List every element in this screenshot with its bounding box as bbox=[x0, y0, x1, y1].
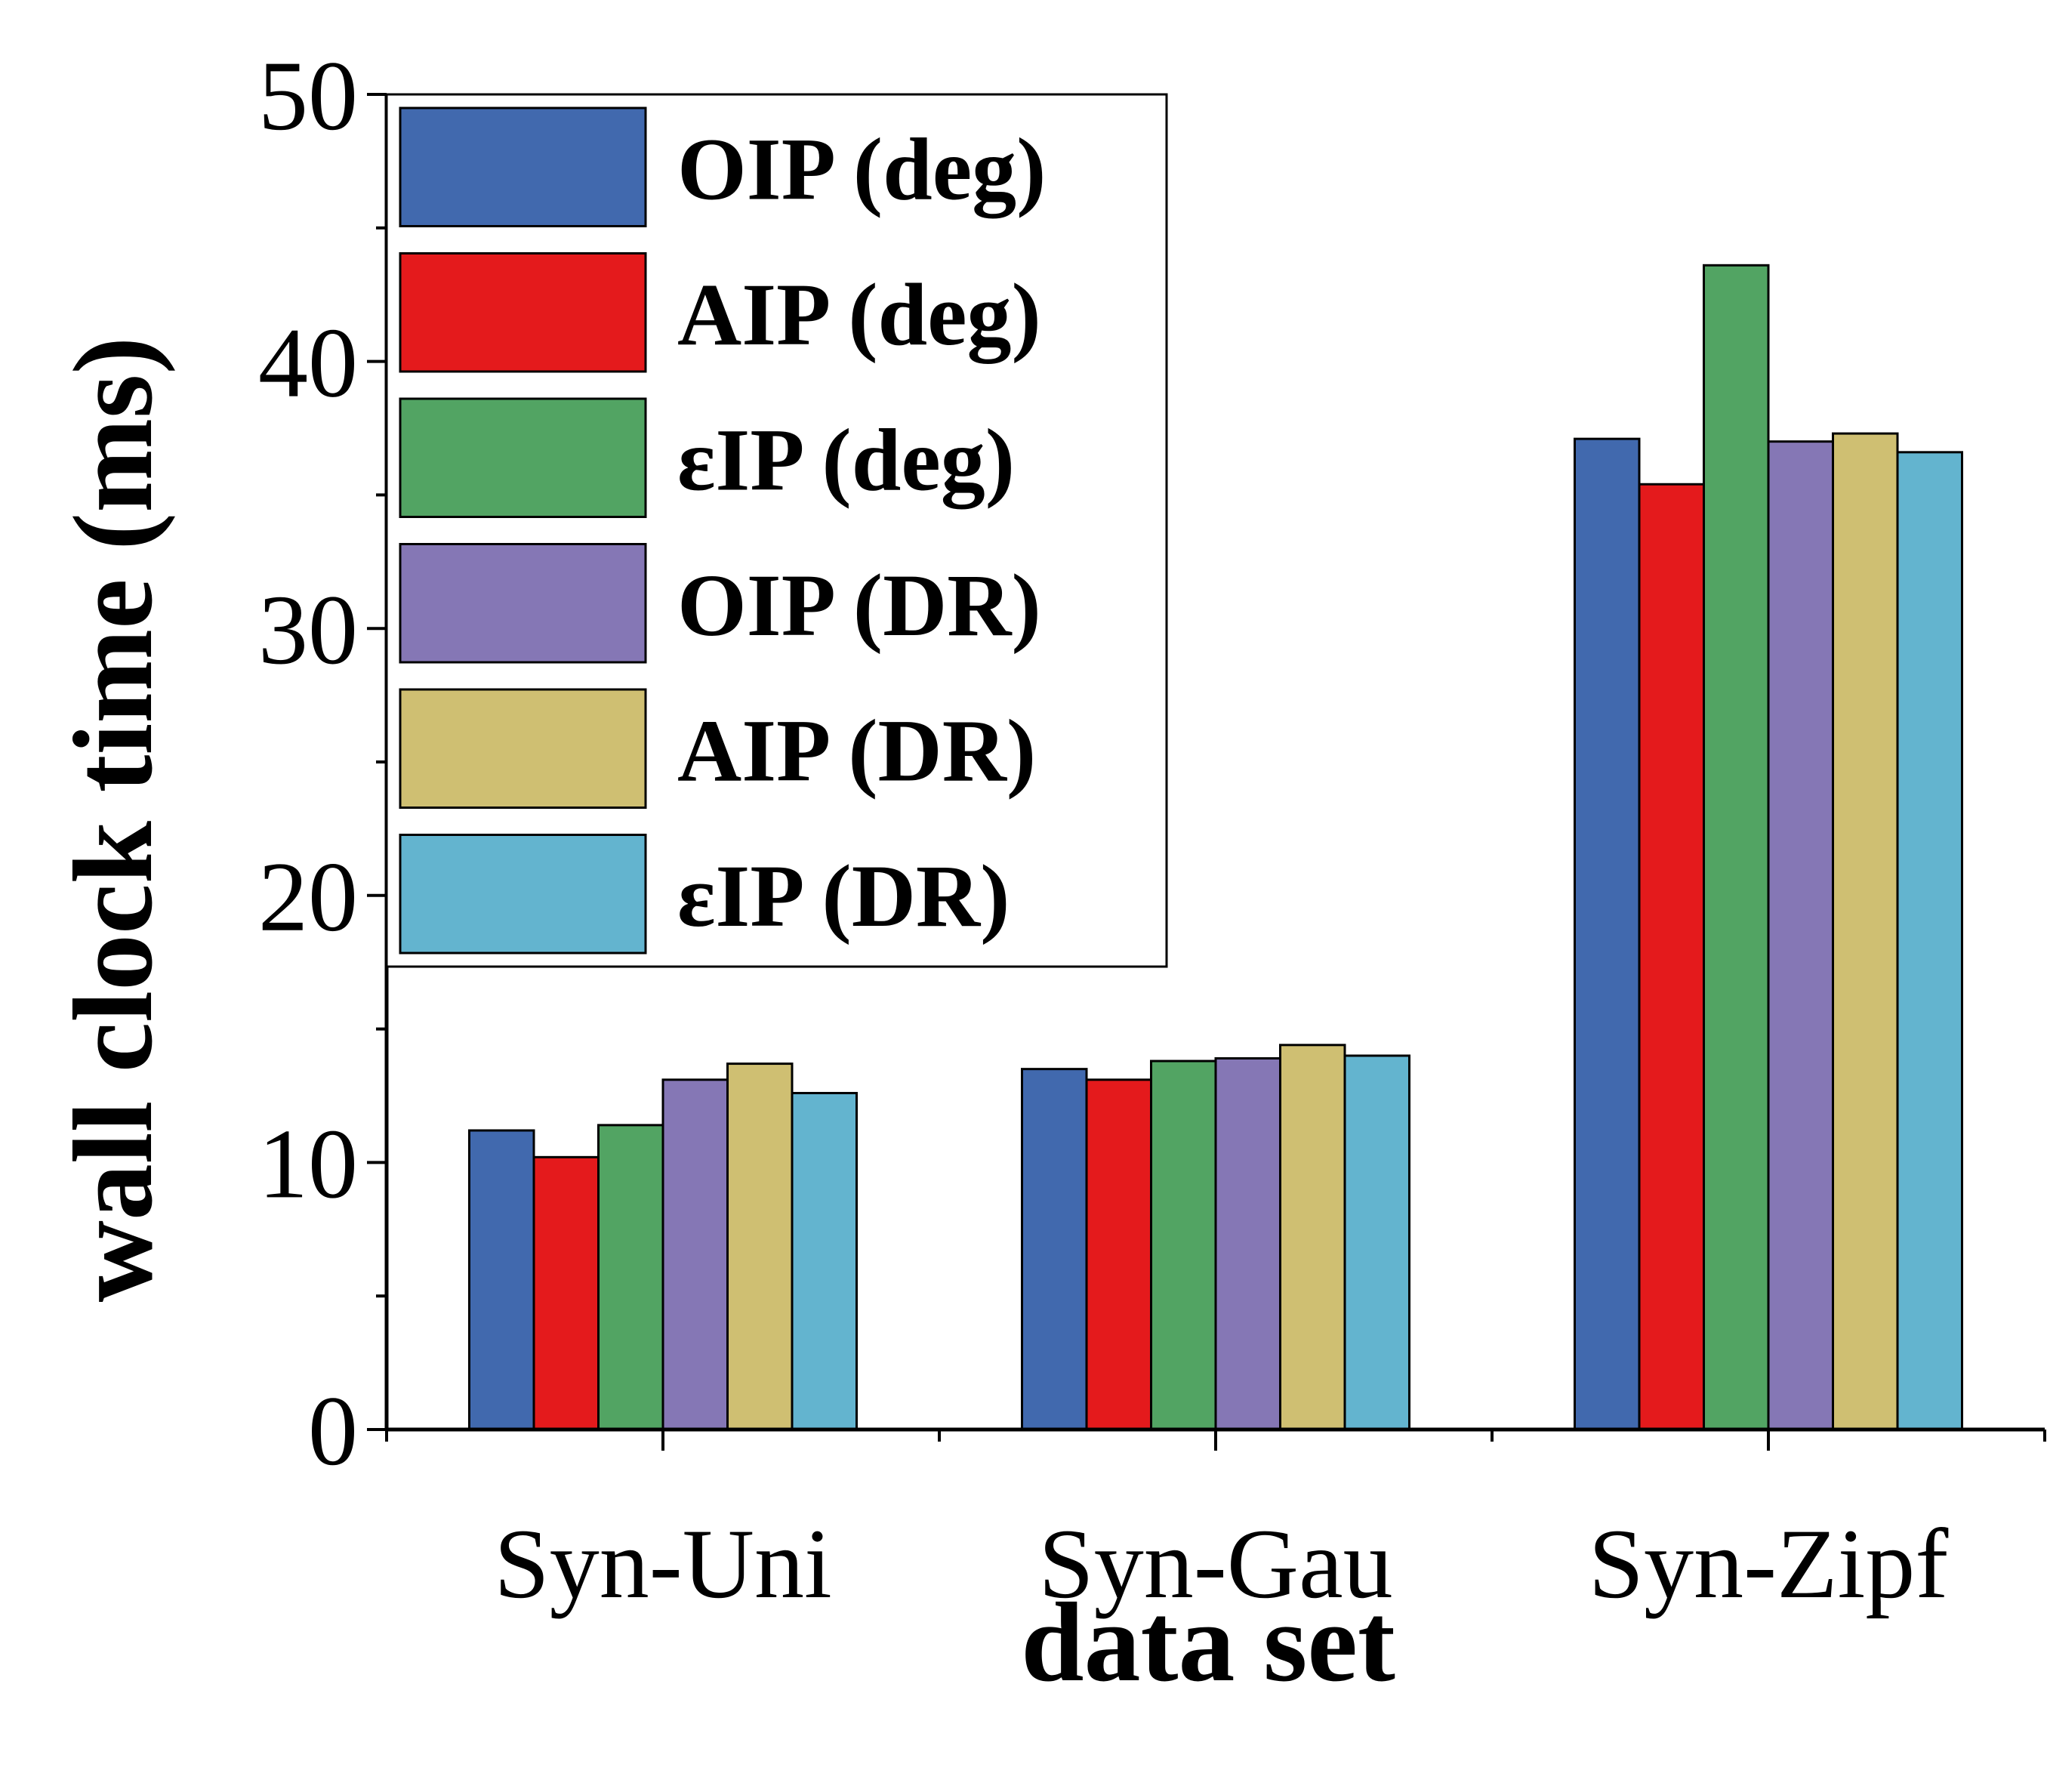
legend-label-6: εIP (DR) bbox=[677, 847, 1010, 945]
bar-syn-gau-2 bbox=[1085, 1078, 1152, 1431]
legend-frame bbox=[385, 93, 1168, 968]
bar-syn-uni-1 bbox=[468, 1129, 535, 1431]
bar-syn-uni-4 bbox=[661, 1078, 729, 1431]
x-tick-label-syn-uni: Syn-Uni bbox=[494, 1508, 831, 1619]
bar-syn-gau-1 bbox=[1021, 1068, 1088, 1431]
bar-syn-zipf-1 bbox=[1574, 437, 1641, 1431]
bar-syn-zipf-3 bbox=[1703, 264, 1770, 1431]
legend-label-2: AIP (deg) bbox=[677, 265, 1041, 364]
x-axis-title: data set bbox=[1021, 1580, 1395, 1705]
legend-swatch-6 bbox=[399, 834, 647, 955]
bar-syn-zipf-5 bbox=[1832, 432, 1899, 1431]
x-tick-label-syn-zipf: Syn-Zipf bbox=[1589, 1508, 1949, 1619]
bar-syn-uni-5 bbox=[726, 1063, 794, 1431]
bar-syn-zipf-4 bbox=[1767, 440, 1834, 1431]
bar-syn-gau-3 bbox=[1150, 1059, 1217, 1431]
legend-swatch-4 bbox=[399, 543, 647, 664]
legend-swatch-3 bbox=[399, 397, 647, 518]
ticks-layer: 0 10 20 30 40 50 Syn-Uni Syn-Gau Syn-Zipf bbox=[258, 40, 2046, 1619]
legend-label-1: OIP (deg) bbox=[677, 119, 1046, 218]
bars-layer bbox=[468, 264, 1963, 1431]
legend-label-4: OIP (DR) bbox=[677, 556, 1041, 655]
bar-syn-zipf-6 bbox=[1896, 451, 1963, 1431]
bar-syn-gau-5 bbox=[1279, 1044, 1346, 1431]
legend-swatch-5 bbox=[399, 688, 647, 809]
legend-swatch-2 bbox=[399, 252, 647, 373]
bar-syn-uni-6 bbox=[791, 1091, 858, 1431]
y-tick-label: 0 bbox=[308, 1375, 358, 1486]
y-axis-title: wall clock time (ms) bbox=[51, 337, 176, 1303]
y-tick-label: 50 bbox=[258, 40, 358, 151]
bar-syn-gau-6 bbox=[1343, 1054, 1410, 1431]
bar-syn-gau-4 bbox=[1214, 1056, 1281, 1431]
y-tick-label: 30 bbox=[258, 574, 358, 685]
y-tick-label: 10 bbox=[258, 1108, 358, 1219]
legend-swatch-1 bbox=[399, 106, 647, 227]
legend-label-5: AIP (DR) bbox=[677, 701, 1036, 800]
y-tick-label: 20 bbox=[258, 841, 358, 952]
legend-label-3: εIP (deg) bbox=[677, 410, 1015, 509]
bar-syn-uni-2 bbox=[532, 1155, 600, 1431]
y-tick-label: 40 bbox=[258, 307, 358, 418]
x-tick-label-syn-gau: Syn-Gau bbox=[1038, 1508, 1392, 1619]
legend: OIP (deg) AIP (deg) εIP (deg) OIP (DR) AIP (… bbox=[385, 93, 1168, 968]
bar-syn-zipf-2 bbox=[1638, 483, 1705, 1431]
bar-syn-uni-3 bbox=[597, 1124, 664, 1431]
